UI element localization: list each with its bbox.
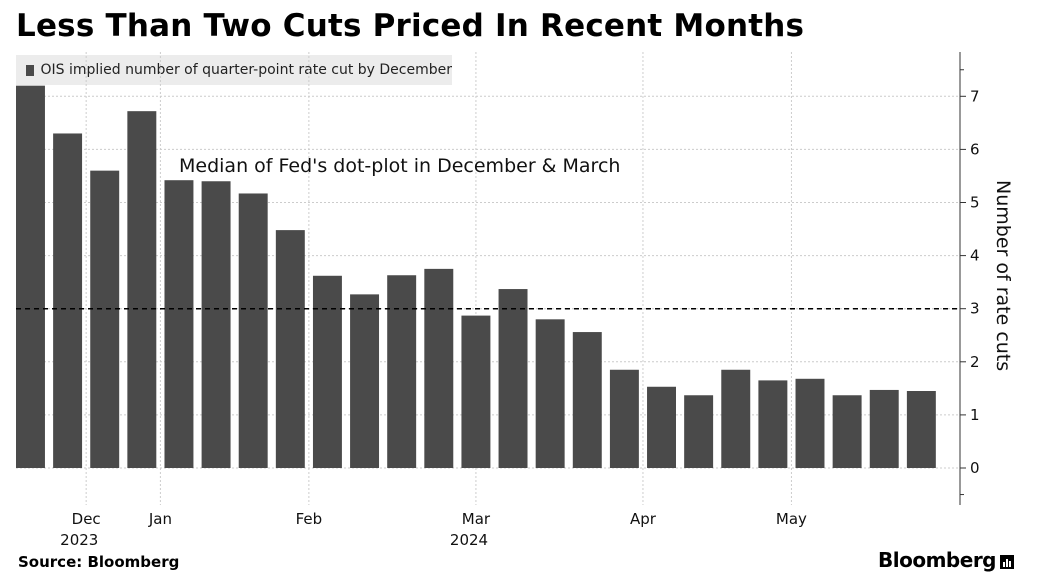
x-tick-label: Apr	[630, 510, 657, 528]
bar	[721, 369, 751, 468]
x-tick-label: May	[776, 510, 807, 528]
legend: OIS implied number of quarter-point rate…	[16, 55, 452, 85]
terminal-icon	[1000, 555, 1014, 569]
bar	[90, 170, 120, 468]
reference-line-label: Median of Fed's dot-plot in December & M…	[179, 155, 620, 177]
bar	[201, 181, 231, 468]
bar	[387, 275, 417, 468]
bar	[572, 332, 602, 468]
x-tick-label: Mar	[462, 510, 491, 528]
bar	[424, 268, 454, 468]
bar	[869, 389, 899, 468]
legend-label: OIS implied number of quarter-point rate…	[40, 62, 452, 78]
y-tick-label: 7	[970, 87, 980, 105]
source-note: Source: Bloomberg	[18, 553, 180, 571]
bar	[461, 315, 491, 468]
y-axis-label: Number of rate cuts	[992, 180, 1014, 371]
bar	[164, 180, 194, 468]
bar	[795, 378, 825, 468]
bar	[906, 391, 936, 468]
bar	[498, 289, 528, 468]
bar	[16, 85, 45, 469]
bar	[758, 380, 788, 468]
bar	[127, 111, 157, 468]
chart-title: Less Than Two Cuts Priced In Recent Mont…	[16, 8, 805, 44]
y-tick-label: 3	[970, 300, 980, 318]
bar	[647, 386, 676, 468]
y-tick-label: 5	[970, 194, 980, 212]
bar	[832, 395, 862, 468]
bar	[312, 275, 342, 468]
bar	[684, 395, 714, 468]
x-tick-label: Jan	[148, 510, 172, 528]
y-tick-label: 2	[970, 353, 980, 371]
bar	[535, 319, 565, 468]
axes: 0 1 2 3 4 5 6 7 Dec Jan Feb Mar Apr May 2023 2024	[16, 52, 980, 549]
x-year-label: 2024	[450, 531, 488, 549]
x-tick-label: Dec	[72, 510, 101, 528]
y-tick-label: 0	[970, 459, 980, 477]
bar	[609, 369, 639, 468]
y-tick-label: 1	[970, 406, 980, 424]
bar	[238, 193, 268, 468]
bar	[53, 133, 83, 468]
bloomberg-logo: Bloomberg	[878, 548, 1014, 572]
brand-wordmark: Bloomberg	[878, 548, 996, 572]
bar	[350, 294, 380, 468]
legend-swatch	[26, 64, 35, 76]
y-tick-label: 6	[970, 140, 980, 158]
x-year-label: 2023	[60, 531, 98, 549]
x-tick-label: Feb	[296, 510, 323, 528]
bars	[16, 85, 936, 469]
bar	[275, 230, 305, 468]
y-tick-label: 4	[970, 247, 980, 265]
